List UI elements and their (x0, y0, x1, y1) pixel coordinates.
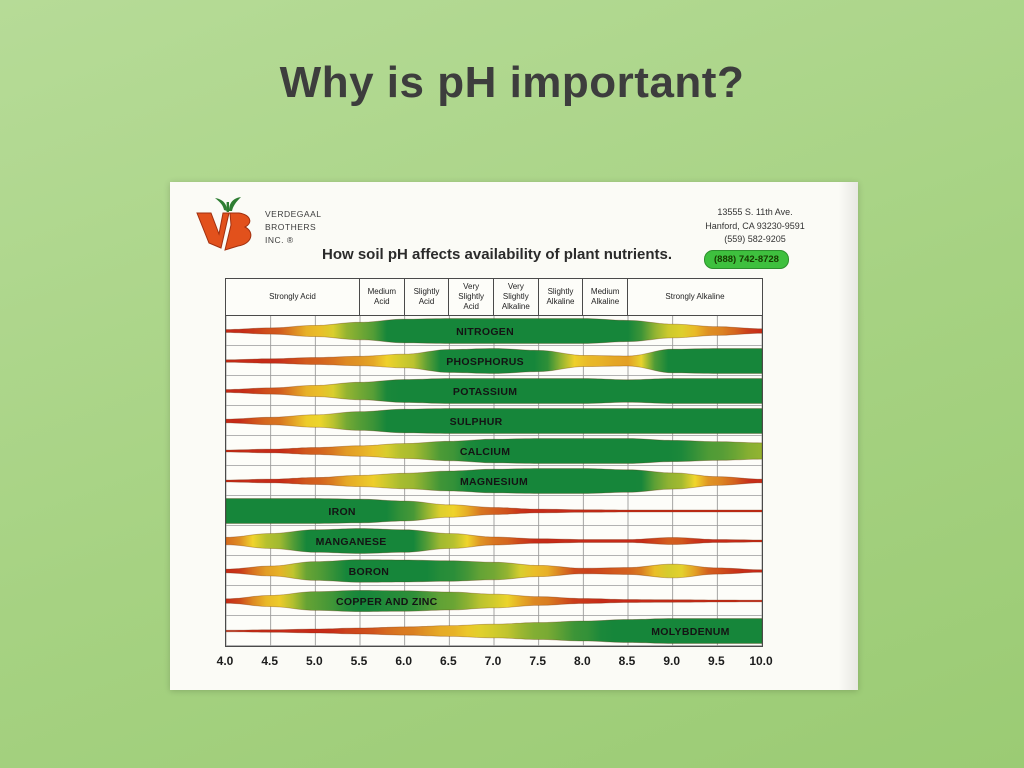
band-row-sulphur: SULPHUR (226, 406, 762, 436)
ph-tick-8.0: 8.0 (573, 654, 591, 668)
band-label-molybdenum: MOLYBDENUM (651, 626, 729, 638)
ph-tick-7.0: 7.0 (484, 654, 502, 668)
band-row-magnesium: MAGNESIUM (226, 466, 762, 496)
band-label-magnesium: MAGNESIUM (460, 476, 528, 488)
band-chart-magnesium: MAGNESIUM (226, 466, 762, 496)
column-header-very-slightly-acid: Very Slightly Acid (449, 279, 494, 315)
column-header-medium-acid: Medium Acid (360, 279, 405, 315)
band-label-sulphur: SULPHUR (450, 416, 503, 428)
band-label-copper-and-zinc: COPPER AND ZINC (336, 596, 438, 608)
address-block: 13555 S. 11th Ave. Hanford, CA 93230-959… (690, 206, 820, 247)
band-chart-molybdenum: MOLYBDENUM (226, 616, 762, 646)
ph-availability-table: Strongly Acid Medium Acid Slightly Acid Ver… (225, 278, 763, 647)
ph-axis: 4.0 4.5 5.0 5.5 6.0 6.5 7.0 7.5 8.0 8.5 9.0 9.5 10.0 (217, 650, 773, 674)
page-title: Why is pH important? (279, 58, 745, 107)
band-row-phosphorus: PHOSPHORUS (226, 346, 762, 376)
address-line-2: Hanford, CA 93230-9591 (705, 220, 805, 231)
band-chart-phosphorus: PHOSPHORUS (226, 346, 762, 376)
column-header-strongly-acid: Strongly Acid (226, 279, 360, 315)
ph-tick-10.0: 10.0 (749, 654, 773, 668)
band-label-potassium: POTASSIUM (453, 386, 517, 398)
band-row-iron: IRON (226, 496, 762, 526)
column-header-very-slightly-alkaline: Very Slightly Alkaline (494, 279, 539, 315)
band-chart-manganese: MANGANESE (226, 526, 762, 556)
logo-line-3: INC. ® (265, 235, 294, 246)
band-label-boron: BORON (349, 566, 390, 578)
scan-page-edge (838, 182, 858, 690)
column-header-strongly-alkaline: Strongly Alkaline (665, 292, 725, 301)
logo-line-1: VERDEGAAL (265, 209, 322, 219)
ph-tick-6.5: 6.5 (439, 654, 457, 668)
ph-tick-5.0: 5.0 (305, 654, 323, 668)
band-label-manganese: MANGANESE (316, 536, 387, 548)
ph-tick-8.5: 8.5 (618, 654, 636, 668)
band-chart-potassium: POTASSIUM (226, 376, 762, 406)
band-chart-calcium: CALCIUM (226, 436, 762, 466)
band-row-calcium: CALCIUM (226, 436, 762, 466)
band-row-molybdenum: MOLYBDENUM (226, 616, 762, 646)
band-chart-nitrogen: NITROGEN (226, 316, 762, 346)
band-label-iron: IRON (328, 506, 355, 518)
column-header-medium-alkaline: Medium Alkaline (583, 279, 628, 315)
band-chart-iron: IRON (226, 496, 762, 526)
band-row-boron: BORON (226, 556, 762, 586)
band-label-calcium: CALCIUM (460, 446, 511, 458)
logo-text: VERDEGAAL BROTHERS INC. ® (265, 208, 321, 248)
band-row-copper-and-zinc: COPPER AND ZINC (226, 586, 762, 616)
nutrient-bands: NITROGEN PHOSPHORUS POTASSIUM SULPHUR CALCIU… (226, 316, 762, 646)
ph-tick-7.5: 7.5 (529, 654, 546, 668)
address-line-1: 13555 S. 11th Ave. (717, 207, 793, 217)
ph-tick-4.5: 4.5 (261, 654, 278, 668)
column-header-slightly-alkaline: Slightly Alkaline (539, 279, 584, 315)
band-row-potassium: POTASSIUM (226, 376, 762, 406)
phone-badge: (888) 742-8728 (704, 250, 789, 269)
logo-line-2: BROTHERS (265, 222, 317, 233)
band-chart-sulphur: SULPHUR (226, 406, 762, 436)
band-row-nitrogen: NITROGEN (226, 316, 762, 346)
band-row-manganese: MANGANESE (226, 526, 762, 556)
ph-tick-5.5: 5.5 (350, 654, 368, 668)
band-label-nitrogen: NITROGEN (456, 326, 514, 338)
column-header-slightly-acid: Slightly Acid (405, 279, 450, 315)
chart-title: How soil pH affects availability of plan… (322, 246, 673, 263)
band-chart-copper-and-zinc: COPPER AND ZINC (226, 586, 762, 616)
ph-tick-4.0: 4.0 (216, 654, 234, 668)
band-chart-boron: BORON (226, 556, 762, 586)
ph-tick-6.0: 6.0 (395, 654, 412, 668)
ph-tick-9.5: 9.5 (707, 654, 725, 668)
address-line-3: (559) 582-9205 (724, 234, 786, 244)
ph-tick-9.0: 9.0 (663, 654, 680, 668)
verdegaal-logo-icon (194, 194, 260, 256)
nutrient-chart-scan: VERDEGAAL BROTHERS INC. ® How soil pH af… (170, 182, 858, 690)
column-header-row: Strongly Acid Medium Acid Slightly Acid Ver… (226, 279, 762, 316)
band-label-phosphorus: PHOSPHORUS (446, 356, 524, 368)
